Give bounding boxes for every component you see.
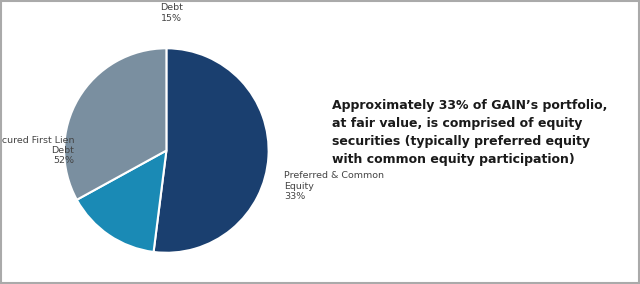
Text: Approximately 33% of GAIN’s portfolio,
at fair value, is comprised of equity
sec: Approximately 33% of GAIN’s portfolio, a… bbox=[332, 99, 607, 166]
Text: Meaningful Equity Component in GAIN Portfolio: Meaningful Equity Component in GAIN Port… bbox=[123, 12, 517, 27]
Wedge shape bbox=[77, 151, 166, 252]
Text: (1): (1) bbox=[529, 6, 543, 15]
Wedge shape bbox=[154, 48, 269, 253]
Text: Secured Second Lien
Debt
15%: Secured Second Lien Debt 15% bbox=[122, 0, 221, 23]
Text: Secured First Lien
Debt
52%: Secured First Lien Debt 52% bbox=[0, 136, 74, 165]
Text: Preferred & Common
Equity
33%: Preferred & Common Equity 33% bbox=[284, 172, 384, 201]
Wedge shape bbox=[64, 48, 166, 200]
